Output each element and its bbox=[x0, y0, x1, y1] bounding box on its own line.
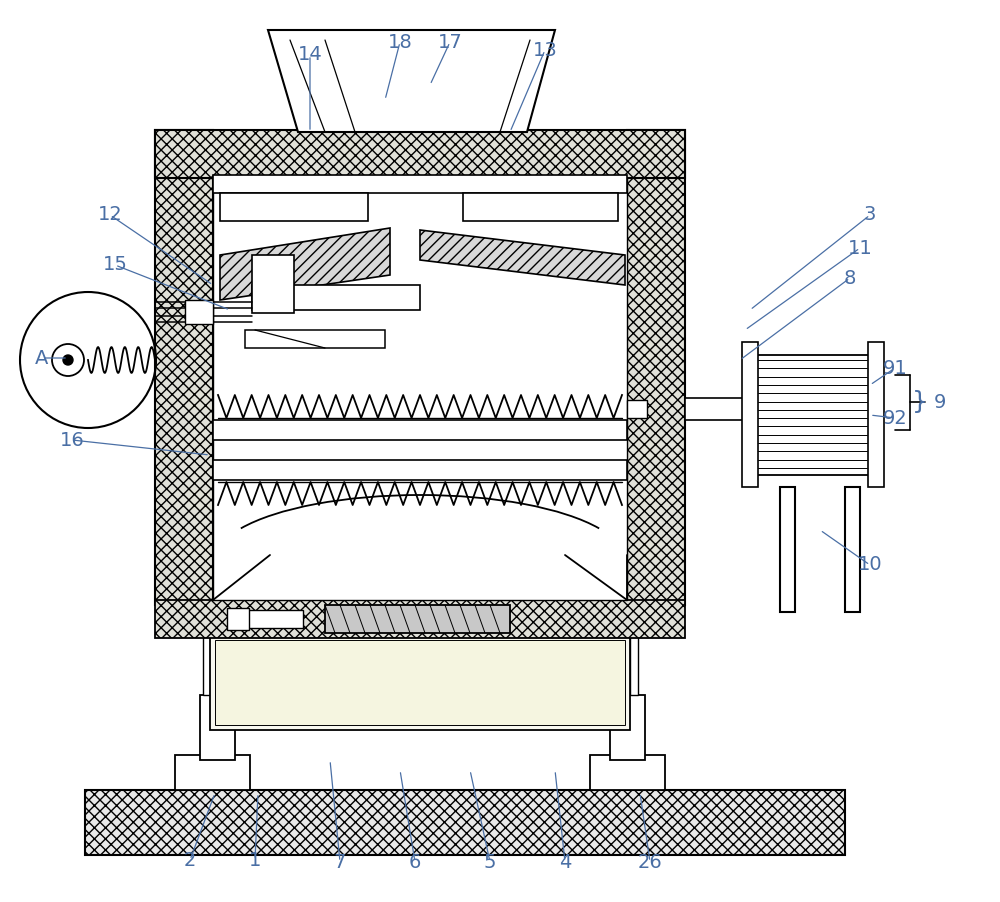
Text: 18: 18 bbox=[388, 32, 412, 51]
Bar bbox=[627, 400, 647, 418]
Bar bbox=[155, 130, 685, 178]
Text: 15: 15 bbox=[103, 255, 127, 274]
Bar bbox=[780, 487, 795, 612]
Bar bbox=[463, 193, 618, 221]
Text: 8: 8 bbox=[844, 269, 856, 288]
Bar bbox=[252, 255, 294, 313]
Polygon shape bbox=[220, 228, 390, 300]
Bar bbox=[845, 487, 860, 612]
Text: 5: 5 bbox=[484, 852, 496, 871]
Text: 9: 9 bbox=[934, 392, 946, 411]
Bar bbox=[220, 193, 368, 221]
Bar bbox=[608, 610, 616, 695]
Bar bbox=[755, 355, 870, 475]
Bar bbox=[210, 635, 630, 730]
Bar bbox=[590, 755, 665, 790]
Text: 13: 13 bbox=[533, 41, 557, 60]
Polygon shape bbox=[420, 230, 625, 285]
Text: 11: 11 bbox=[848, 238, 872, 257]
Bar bbox=[325, 605, 510, 633]
Text: 92: 92 bbox=[883, 409, 907, 428]
Text: 26: 26 bbox=[638, 852, 662, 871]
Bar bbox=[227, 610, 235, 695]
Text: 4: 4 bbox=[559, 852, 571, 871]
Text: 2: 2 bbox=[184, 851, 196, 870]
Bar bbox=[742, 342, 758, 487]
Bar bbox=[215, 640, 625, 725]
Bar bbox=[610, 695, 645, 760]
Bar bbox=[245, 330, 385, 348]
Bar bbox=[203, 610, 211, 695]
Bar bbox=[685, 398, 743, 420]
Bar bbox=[213, 178, 627, 600]
Bar bbox=[227, 608, 249, 630]
Text: 10: 10 bbox=[858, 556, 882, 575]
Bar bbox=[252, 285, 420, 310]
Text: 3: 3 bbox=[864, 206, 876, 225]
Text: 7: 7 bbox=[334, 852, 346, 871]
Circle shape bbox=[63, 355, 73, 365]
Text: 16: 16 bbox=[60, 430, 84, 449]
Bar bbox=[85, 790, 845, 855]
Bar bbox=[213, 420, 627, 440]
Bar bbox=[868, 342, 884, 487]
Bar bbox=[175, 755, 250, 790]
Bar bbox=[630, 610, 638, 695]
Text: 12: 12 bbox=[98, 206, 122, 225]
Bar bbox=[213, 175, 627, 193]
Text: A: A bbox=[35, 348, 49, 367]
Bar bbox=[627, 130, 685, 605]
Text: 17: 17 bbox=[438, 32, 462, 51]
Bar bbox=[200, 695, 235, 760]
Text: 1: 1 bbox=[249, 851, 261, 870]
Polygon shape bbox=[268, 30, 555, 132]
Bar bbox=[185, 300, 213, 324]
Text: 14: 14 bbox=[298, 45, 322, 65]
Bar bbox=[248, 610, 303, 628]
Text: 6: 6 bbox=[409, 852, 421, 871]
Bar bbox=[155, 600, 685, 638]
Text: }: } bbox=[912, 390, 928, 414]
Bar bbox=[213, 460, 627, 480]
Text: 91: 91 bbox=[883, 358, 907, 378]
Bar bbox=[155, 130, 213, 605]
